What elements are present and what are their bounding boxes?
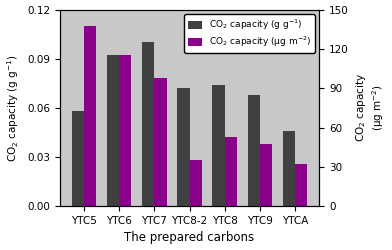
Bar	[72, 111, 84, 206]
Bar	[212, 85, 225, 206]
Legend: CO$_2$ capacity (g g$^{-1}$), CO$_2$ capacity (μg m$^{-2}$): CO$_2$ capacity (g g$^{-1}$), CO$_2$ cap…	[184, 14, 315, 53]
Bar	[119, 56, 131, 206]
Bar	[260, 144, 272, 206]
Y-axis label: CO$_2$ capacity
(μg m$^{-2}$): CO$_2$ capacity (μg m$^{-2}$)	[354, 73, 387, 142]
Y-axis label: CO$_2$ capacity (g g$^{-1}$): CO$_2$ capacity (g g$^{-1}$)	[5, 54, 21, 162]
Bar	[84, 26, 96, 206]
Bar	[107, 56, 119, 206]
Bar	[189, 160, 202, 206]
Bar	[295, 164, 307, 206]
Bar	[177, 88, 189, 206]
X-axis label: The prepared carbons: The prepared carbons	[124, 232, 254, 244]
Bar	[248, 95, 260, 206]
Bar	[154, 78, 167, 206]
Bar	[142, 42, 154, 206]
Bar	[225, 137, 237, 206]
Bar	[283, 131, 295, 206]
